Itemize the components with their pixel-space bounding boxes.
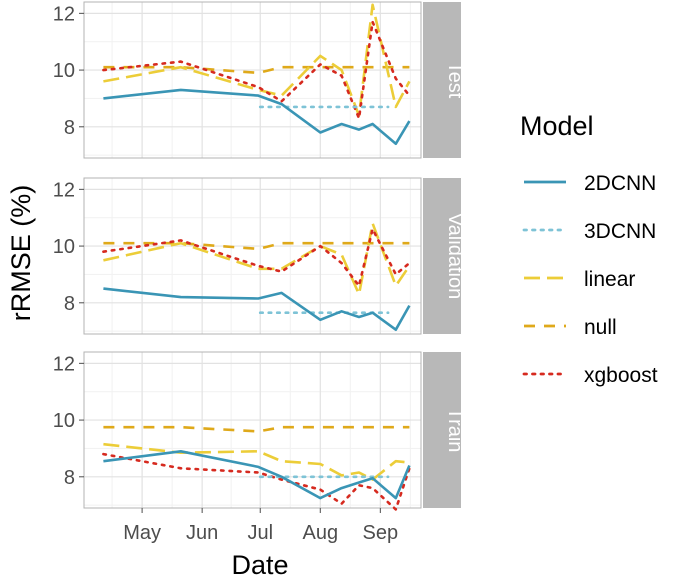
series-line-linear [103,442,410,481]
panel-validation: 8 10 12 Validation [53,177,466,335]
x-tick-label: Sep [363,522,399,544]
legend-label: null [584,316,617,339]
x-axis-title: Date [231,550,288,580]
facet-strip-label: Train [444,408,466,453]
y-tick-label: 12 [53,353,75,375]
facet-strip [423,2,461,158]
legend-label: 2DCNN [584,172,656,195]
panel-train: 8 10 12 Train [53,351,466,511]
panel-background [84,178,421,334]
panel-border [83,177,422,335]
legend: Model 2DCNN 3DCNN linear null xgboost [520,111,658,387]
panel-test: 8 10 12 Test [53,1,466,159]
series-line-linear [103,222,411,296]
series-group [102,425,411,511]
y-tick-label: 10 [53,60,75,82]
series-group [102,222,411,332]
panel-border [83,351,422,509]
legend-item-2dcnn: 2DCNN [524,172,656,195]
legend-item-null: null [524,316,617,339]
series-line-linear [103,3,411,117]
y-axis-title: rRMSE (%) [6,185,36,322]
panels: 8 10 12 Test 8 10 12 Validation 8 10 12 Train [53,1,466,511]
series-line-xgboost [102,20,411,120]
y-tick-label: 10 [53,410,75,432]
series-line-xgboost [102,452,411,511]
legend-item-xgboost: xgboost [522,364,658,387]
y-tick-label: 12 [53,179,75,201]
x-axis: May Jun Jul Aug Sep [123,508,398,544]
series-line-2dcnn [103,88,411,146]
panel-border [83,1,422,159]
y-tick-label: 8 [64,117,75,139]
series-line-xgboost [102,227,411,288]
legend-label: 3DCNN [584,220,656,243]
series-line-null [103,425,410,433]
facet-strip [423,352,461,508]
series-line-null [103,241,410,251]
y-tick-label: 10 [53,236,75,258]
legend-label: linear [584,268,635,291]
x-tick-label: Jul [247,522,273,544]
series-line-2dcnn [103,287,411,332]
legend-item-3dcnn: 3DCNN [522,220,656,243]
facet-strip-label: Validation [444,213,466,299]
legend-title: Model [520,111,594,141]
legend-item-linear: linear [524,268,635,291]
series-line-2dcnn [103,449,411,500]
x-tick-label: May [123,522,161,544]
y-tick-label: 8 [64,293,75,315]
x-tick-label: Jun [186,522,218,544]
y-tick-label: 12 [53,3,75,25]
facet-strip-label: Test [444,62,466,99]
y-tick-label: 8 [64,467,75,489]
series-group [102,3,411,146]
series-line-null [103,65,410,75]
facet-strip [423,178,461,334]
legend-label: xgboost [584,364,658,387]
x-tick-label: Aug [302,522,338,544]
